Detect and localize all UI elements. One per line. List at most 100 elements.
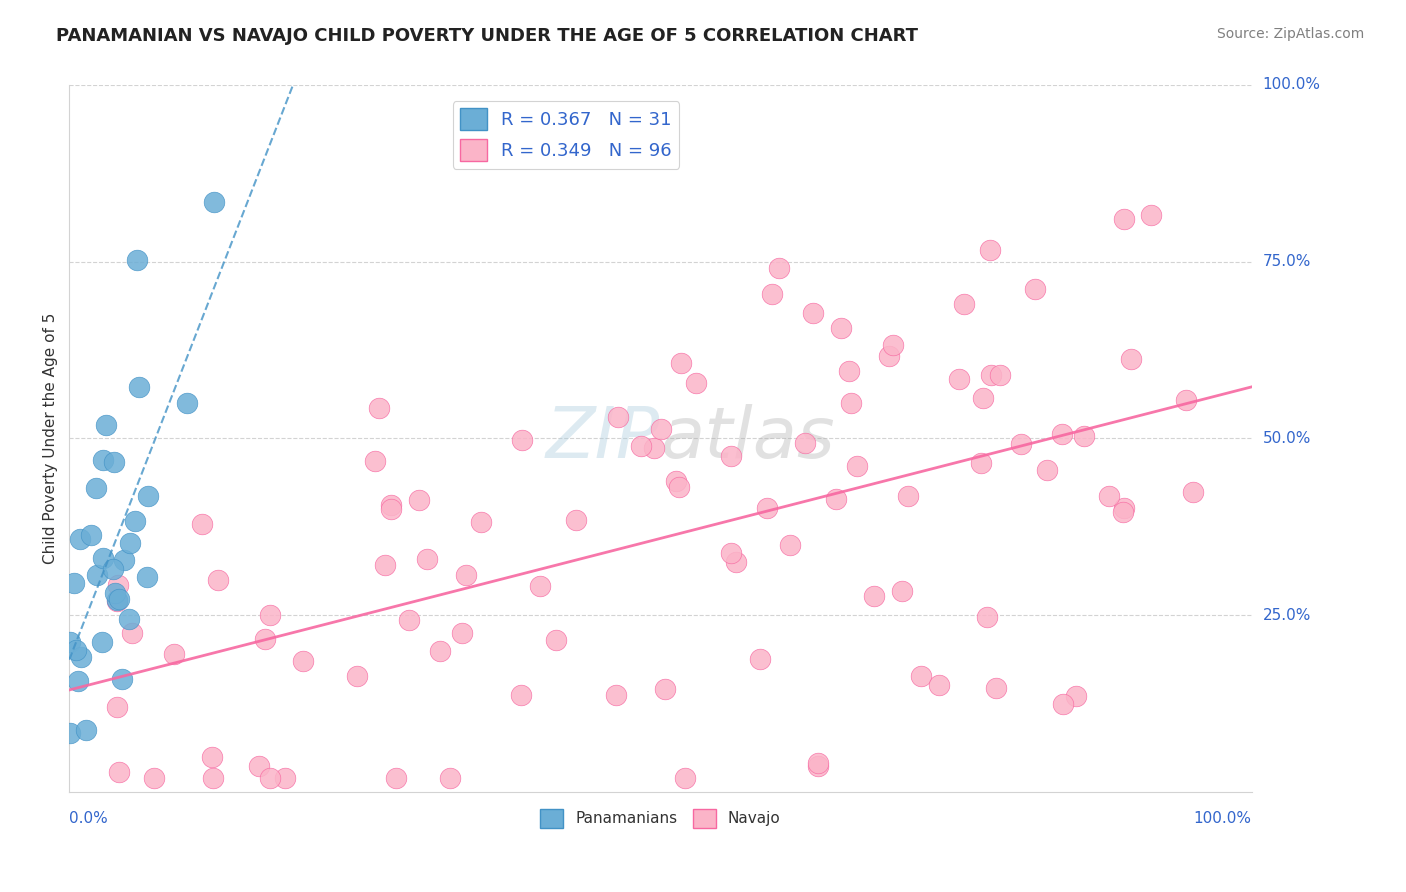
Point	[980, 368, 1002, 382]
Point	[801, 306, 824, 320]
Point	[117, 612, 139, 626]
Point	[529, 579, 551, 593]
Point	[509, 688, 531, 702]
Point	[824, 491, 846, 506]
Point	[565, 513, 588, 527]
Text: 100.0%: 100.0%	[1194, 811, 1251, 825]
Point	[665, 475, 688, 489]
Point	[247, 759, 270, 773]
Point	[970, 456, 993, 470]
Point	[830, 321, 852, 335]
Point	[654, 681, 676, 696]
Point	[1112, 500, 1135, 515]
Point	[882, 338, 904, 352]
Point	[429, 644, 451, 658]
Text: ZIP: ZIP	[546, 404, 661, 473]
Point	[1024, 282, 1046, 296]
Text: 0.0%: 0.0%	[69, 811, 108, 825]
Point	[259, 771, 281, 785]
Point	[749, 652, 772, 666]
Point	[121, 626, 143, 640]
Point	[544, 632, 567, 647]
Text: Source: ZipAtlas.com: Source: ZipAtlas.com	[1216, 27, 1364, 41]
Point	[105, 593, 128, 607]
Point	[1052, 697, 1074, 711]
Point	[374, 558, 396, 573]
Point	[380, 498, 402, 512]
Point	[669, 356, 692, 370]
Point	[65, 643, 87, 657]
Point	[807, 756, 830, 771]
Point	[979, 243, 1001, 257]
Point	[176, 396, 198, 410]
Point	[190, 516, 212, 531]
Point	[125, 253, 148, 268]
Point	[70, 650, 93, 665]
Text: PANAMANIAN VS NAVAJO CHILD POVERTY UNDER THE AGE OF 5 CORRELATION CHART: PANAMANIAN VS NAVAJO CHILD POVERTY UNDER…	[56, 27, 918, 45]
Point	[510, 434, 533, 448]
Point	[685, 376, 707, 391]
Point	[891, 583, 914, 598]
Point	[380, 502, 402, 516]
Point	[650, 421, 672, 435]
Point	[84, 481, 107, 495]
Point	[768, 261, 790, 276]
Point	[910, 669, 932, 683]
Point	[111, 672, 134, 686]
Point	[606, 410, 628, 425]
Point	[105, 593, 128, 607]
Point	[761, 286, 783, 301]
Point	[364, 454, 387, 468]
Point	[128, 380, 150, 394]
Point	[972, 391, 994, 405]
Point	[1035, 462, 1057, 476]
Text: 50.0%: 50.0%	[1263, 431, 1310, 446]
Point	[976, 610, 998, 624]
Point	[408, 493, 430, 508]
Point	[107, 577, 129, 591]
Point	[69, 532, 91, 546]
Point	[124, 514, 146, 528]
Point	[470, 516, 492, 530]
Point	[877, 349, 900, 363]
Point	[1121, 351, 1143, 366]
Point	[66, 673, 89, 688]
Point	[259, 608, 281, 623]
Point	[953, 297, 976, 311]
Point	[1140, 208, 1163, 222]
Point	[630, 439, 652, 453]
Point	[845, 458, 868, 473]
Point	[948, 372, 970, 386]
Point	[863, 589, 886, 603]
Point	[1098, 489, 1121, 503]
Point	[897, 489, 920, 503]
Point	[779, 538, 801, 552]
Point	[91, 453, 114, 467]
Point	[643, 442, 665, 456]
Point	[108, 592, 131, 607]
Legend: Panamanians, Navajo: Panamanians, Navajo	[534, 803, 787, 834]
Point	[135, 570, 157, 584]
Point	[254, 632, 277, 647]
Point	[794, 436, 817, 450]
Point	[75, 723, 97, 737]
Point	[673, 771, 696, 785]
Y-axis label: Child Poverty Under the Age of 5: Child Poverty Under the Age of 5	[44, 313, 58, 564]
Point	[86, 568, 108, 582]
Text: 75.0%: 75.0%	[1263, 254, 1310, 269]
Point	[416, 552, 439, 566]
Point	[163, 647, 186, 661]
Point	[112, 552, 135, 566]
Point	[398, 613, 420, 627]
Text: 25.0%: 25.0%	[1263, 607, 1310, 623]
Point	[101, 562, 124, 576]
Point	[1112, 505, 1135, 519]
Point	[1181, 485, 1204, 500]
Point	[105, 699, 128, 714]
Point	[839, 396, 862, 410]
Point	[928, 678, 950, 692]
Point	[451, 626, 474, 640]
Point	[59, 726, 82, 740]
Point	[90, 635, 112, 649]
Point	[201, 771, 224, 785]
